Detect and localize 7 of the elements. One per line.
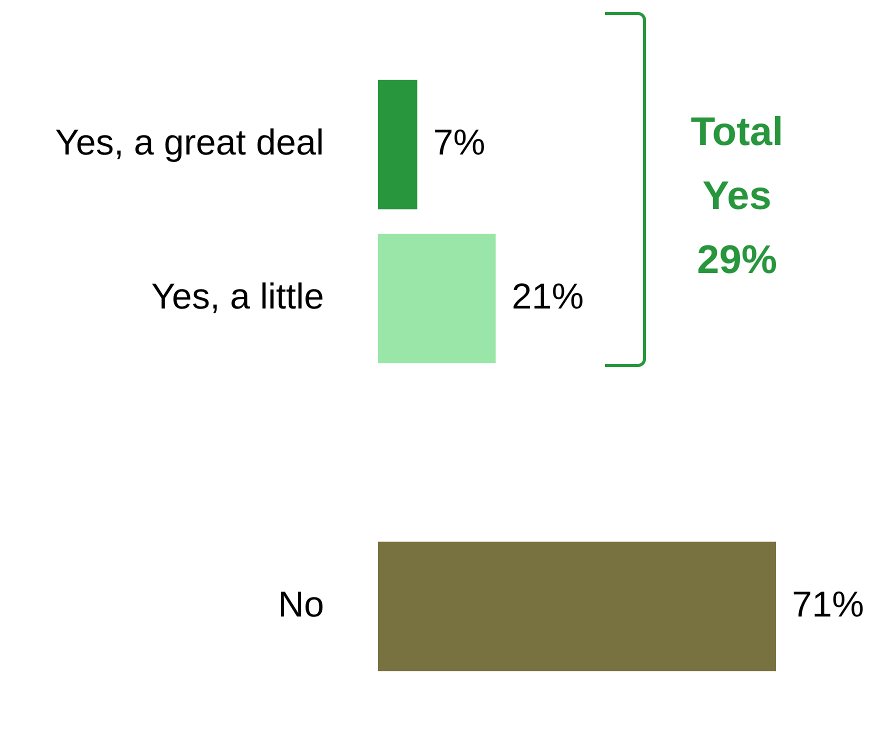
- annotation: Total Yes 29%: [690, 109, 784, 284]
- data-label: 71%: [792, 583, 864, 624]
- y-tick-label: No: [278, 583, 324, 624]
- y-tick-label: Yes, a little: [151, 275, 324, 316]
- data-label: 7%: [433, 121, 486, 162]
- y-tick-label: Yes, a great deal: [55, 121, 324, 162]
- data-label: 21%: [512, 275, 584, 316]
